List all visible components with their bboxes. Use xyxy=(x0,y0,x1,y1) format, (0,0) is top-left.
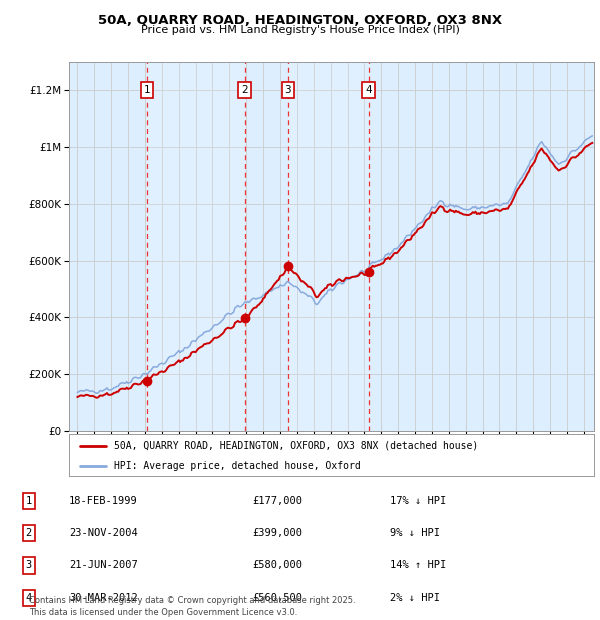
Text: 50A, QUARRY ROAD, HEADINGTON, OXFORD, OX3 8NX: 50A, QUARRY ROAD, HEADINGTON, OXFORD, OX… xyxy=(98,14,502,27)
Bar xyxy=(288,62,368,431)
Text: 14% ↑ HPI: 14% ↑ HPI xyxy=(390,560,446,570)
Text: 2% ↓ HPI: 2% ↓ HPI xyxy=(390,593,440,603)
Text: £580,000: £580,000 xyxy=(252,560,302,570)
Text: £560,500: £560,500 xyxy=(252,593,302,603)
Text: Price paid vs. HM Land Registry's House Price Index (HPI): Price paid vs. HM Land Registry's House … xyxy=(140,25,460,35)
Text: 2: 2 xyxy=(26,528,32,538)
Text: 50A, QUARRY ROAD, HEADINGTON, OXFORD, OX3 8NX (detached house): 50A, QUARRY ROAD, HEADINGTON, OXFORD, OX… xyxy=(113,441,478,451)
Text: 9% ↓ HPI: 9% ↓ HPI xyxy=(390,528,440,538)
Text: £399,000: £399,000 xyxy=(252,528,302,538)
Text: 17% ↓ HPI: 17% ↓ HPI xyxy=(390,496,446,506)
Text: 1: 1 xyxy=(143,85,151,95)
Text: 4: 4 xyxy=(365,85,372,95)
Text: 1: 1 xyxy=(26,496,32,506)
Text: 30-MAR-2012: 30-MAR-2012 xyxy=(69,593,138,603)
Text: 23-NOV-2004: 23-NOV-2004 xyxy=(69,528,138,538)
Text: HPI: Average price, detached house, Oxford: HPI: Average price, detached house, Oxfo… xyxy=(113,461,361,471)
Bar xyxy=(147,62,245,431)
Text: Contains HM Land Registry data © Crown copyright and database right 2025.
This d: Contains HM Land Registry data © Crown c… xyxy=(29,596,355,617)
Text: 2: 2 xyxy=(241,85,248,95)
Text: 3: 3 xyxy=(26,560,32,570)
Text: 18-FEB-1999: 18-FEB-1999 xyxy=(69,496,138,506)
Text: 21-JUN-2007: 21-JUN-2007 xyxy=(69,560,138,570)
Text: 3: 3 xyxy=(284,85,291,95)
Text: 4: 4 xyxy=(26,593,32,603)
Text: £177,000: £177,000 xyxy=(252,496,302,506)
